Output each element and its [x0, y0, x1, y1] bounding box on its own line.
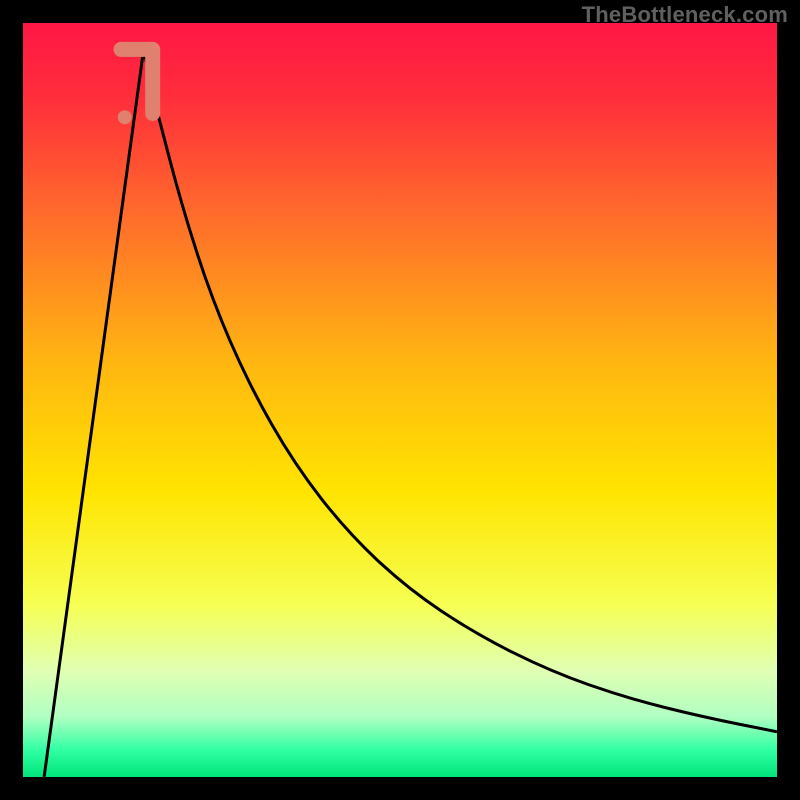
marker-dot: [118, 110, 132, 124]
gradient-background-rect: [23, 23, 777, 777]
bottleneck-chart: [23, 23, 777, 777]
chart-container: TheBottleneck.com: [0, 0, 800, 800]
